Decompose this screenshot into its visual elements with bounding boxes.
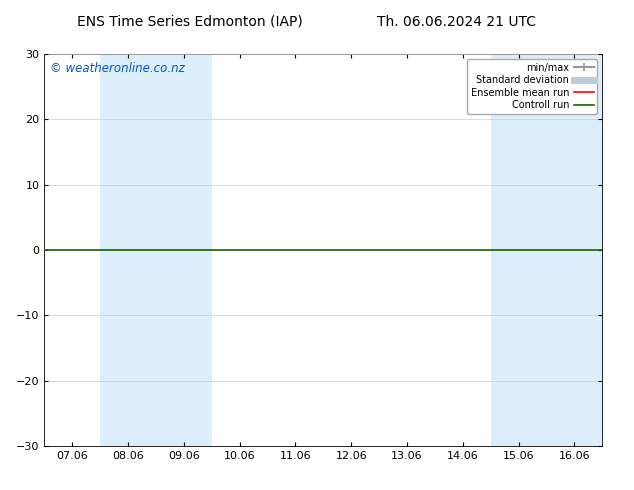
Text: ENS Time Series Edmonton (IAP): ENS Time Series Edmonton (IAP) bbox=[77, 15, 303, 29]
Bar bbox=[491, 54, 547, 446]
Bar bbox=[547, 54, 602, 446]
Text: Th. 06.06.2024 21 UTC: Th. 06.06.2024 21 UTC bbox=[377, 15, 536, 29]
Legend: min/max, Standard deviation, Ensemble mean run, Controll run: min/max, Standard deviation, Ensemble me… bbox=[467, 59, 597, 114]
Text: © weatheronline.co.nz: © weatheronline.co.nz bbox=[50, 62, 184, 75]
Bar bbox=[100, 54, 212, 446]
